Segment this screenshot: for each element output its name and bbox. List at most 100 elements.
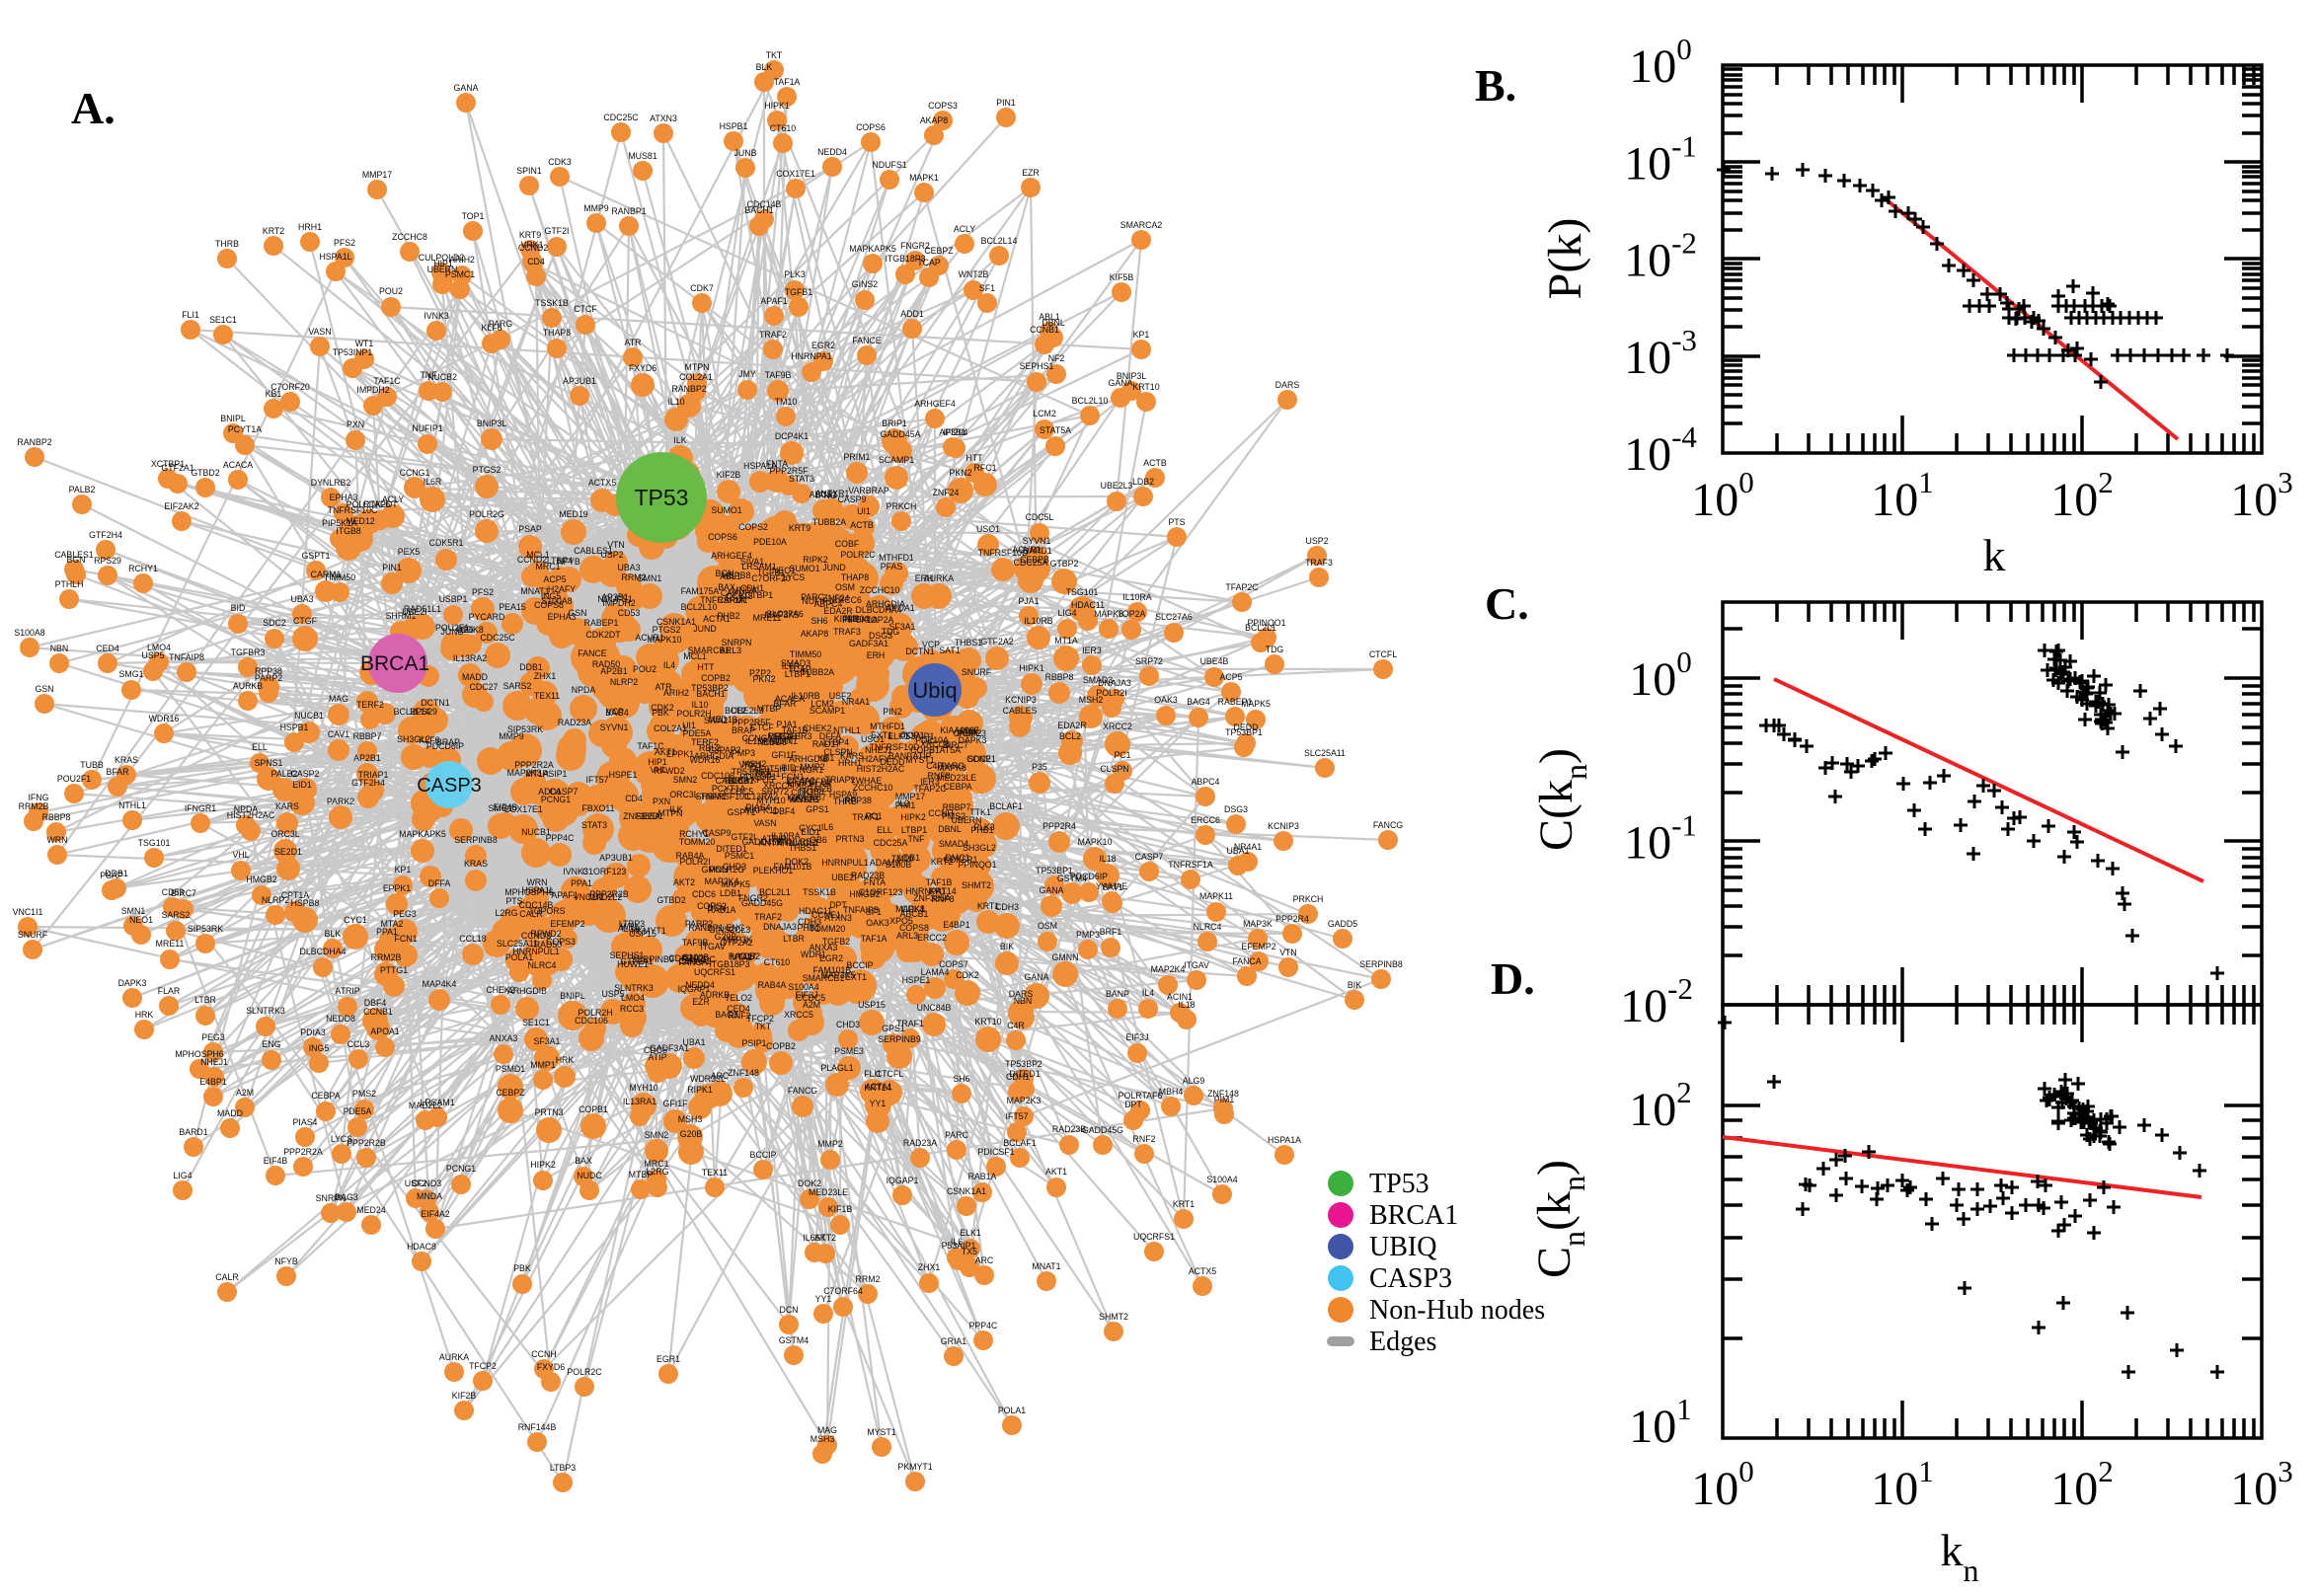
svg-text:MSH3: MSH3 (678, 1114, 703, 1124)
svg-text:CD4: CD4 (625, 794, 643, 803)
svg-text:SE1C1: SE1C1 (522, 1018, 550, 1027)
svg-text:TNFAIP8: TNFAIP8 (169, 652, 204, 662)
svg-text:LTBR: LTBR (194, 995, 216, 1005)
svg-text:C1ORF123: C1ORF123 (582, 867, 627, 876)
svg-text:APOA1: APOA1 (370, 1026, 399, 1036)
svg-text:SLNTRK3: SLNTRK3 (246, 1006, 285, 1016)
svg-text:AKT2: AKT2 (814, 1233, 836, 1243)
svg-text:BRCA1: BRCA1 (360, 652, 429, 675)
svg-text:TSG101: TSG101 (1066, 587, 1099, 597)
svg-text:DNAJA3: DNAJA3 (1098, 678, 1131, 688)
svg-text:VHL: VHL (232, 850, 249, 860)
svg-text:CARM1: CARM1 (311, 570, 342, 579)
svg-text:KLF6: KLF6 (481, 323, 502, 333)
svg-text:RBBP8: RBBP8 (42, 812, 71, 822)
svg-text:BRIP1: BRIP1 (882, 418, 907, 428)
svg-text:RFC1: RFC1 (974, 463, 997, 473)
svg-text:HIPK1: HIPK1 (1019, 663, 1044, 673)
svg-text:CED4: CED4 (96, 644, 119, 653)
svg-text:POLR2G: POLR2G (469, 509, 504, 519)
svg-text:MNDA: MNDA (417, 1191, 442, 1201)
svg-text:JUND: JUND (693, 624, 716, 634)
svg-text:BLK: BLK (756, 62, 773, 72)
svg-text:GADD5: GADD5 (1328, 919, 1357, 929)
svg-text:MNAT1: MNAT1 (520, 586, 549, 596)
svg-text:MMP2: MMP2 (800, 762, 825, 772)
svg-text:TERF2: TERF2 (356, 700, 384, 710)
svg-text:RBBP7: RBBP7 (353, 731, 382, 741)
svg-text:WRN: WRN (46, 835, 67, 845)
svg-text:YWHAE: YWHAE (1096, 881, 1127, 891)
svg-text:IL18: IL18 (1099, 854, 1116, 864)
svg-text:COX17E1: COX17E1 (503, 804, 543, 814)
svg-text:XRCC6: XRCC6 (920, 739, 950, 749)
svg-text:TRIAP1: TRIAP1 (358, 770, 389, 780)
svg-text:HIPK2: HIPK2 (900, 812, 926, 822)
svg-text:DNAJA3: DNAJA3 (763, 922, 797, 932)
svg-text:PPP2R2B: PPP2R2B (347, 1138, 386, 1148)
svg-text:POLRTAF6: POLRTAF6 (1119, 1091, 1163, 1101)
svg-text:MTA2: MTA2 (381, 919, 404, 929)
svg-text:THAP8: THAP8 (543, 328, 571, 338)
svg-text:NLRP2: NLRP2 (262, 895, 289, 905)
svg-text:PARP2: PARP2 (255, 673, 282, 683)
svg-text:RAD17: RAD17 (729, 951, 756, 961)
svg-text:SDC2: SDC2 (967, 754, 991, 764)
svg-text:PARK2: PARK2 (327, 797, 354, 806)
svg-text:PPP4C: PPP4C (969, 1321, 998, 1330)
svg-text:TSSK1B: TSSK1B (803, 887, 836, 897)
svg-text:GFI1F: GFI1F (663, 1099, 689, 1108)
svg-text:MED24: MED24 (356, 1205, 385, 1215)
svg-text:MYST1: MYST1 (867, 1427, 895, 1437)
svg-text:PEX5: PEX5 (398, 547, 421, 557)
svg-text:IL4: IL4 (663, 660, 675, 670)
svg-text:THAP8: THAP8 (841, 572, 869, 582)
svg-text:MAPK1: MAPK1 (895, 904, 925, 914)
svg-text:TOMM20: TOMM20 (810, 924, 846, 934)
svg-text:KIF2B: KIF2B (717, 470, 741, 480)
svg-text:XCTBP1: XCTBP1 (739, 590, 773, 600)
svg-text:SCAMP1: SCAMP1 (879, 455, 914, 465)
svg-text:IQGAP1: IQGAP1 (887, 1176, 919, 1185)
svg-text:KRT1: KRT1 (1173, 1199, 1195, 1209)
svg-text:DAPK3: DAPK3 (959, 735, 987, 745)
svg-text:MCL1: MCL1 (526, 550, 550, 560)
svg-text:SDC2: SDC2 (263, 618, 286, 628)
svg-text:NDUFS1: NDUFS1 (872, 160, 906, 170)
svg-text:NEO1: NEO1 (772, 566, 796, 575)
svg-text:SF3A1: SF3A1 (534, 1036, 561, 1046)
svg-text:DYNLRB2: DYNLRB2 (311, 478, 351, 488)
svg-text:DCN: DCN (707, 903, 726, 913)
svg-text:EIF4B: EIF4B (264, 1156, 288, 1166)
svg-text:VTN: VTN (1279, 948, 1297, 957)
svg-text:CSNK1A1: CSNK1A1 (947, 1186, 986, 1196)
svg-text:HNRNPUL1: HNRNPUL1 (821, 858, 869, 868)
svg-text:HRH1: HRH1 (298, 222, 322, 232)
svg-text:NEDD4: NEDD4 (685, 980, 715, 990)
svg-text:SNRPN: SNRPN (722, 638, 752, 647)
svg-text:ABL1: ABL1 (1039, 312, 1060, 322)
svg-text:CDC27: CDC27 (470, 682, 499, 692)
svg-text:CASP3: CASP3 (417, 775, 482, 797)
svg-text:EGR1: EGR1 (656, 1354, 680, 1364)
svg-text:SH3GL2: SH3GL2 (397, 734, 430, 744)
svg-text:TAF1B: TAF1B (926, 877, 953, 887)
svg-text:DFFA: DFFA (428, 878, 451, 888)
svg-text:POLR2I: POLR2I (679, 857, 710, 867)
svg-text:BANP: BANP (1106, 989, 1129, 999)
svg-text:TCAP: TCAP (788, 664, 811, 674)
svg-text:KCNIP3: KCNIP3 (1005, 695, 1037, 705)
svg-text:CEBPA: CEBPA (943, 782, 971, 792)
svg-text:MYH10: MYH10 (629, 1083, 657, 1093)
svg-text:HSPE1: HSPE1 (609, 770, 638, 780)
svg-text:UBA3: UBA3 (618, 563, 641, 572)
svg-text:HMGB2: HMGB2 (246, 874, 276, 884)
svg-text:TEX11: TEX11 (702, 1168, 728, 1178)
svg-text:HRK: HRK (556, 1055, 575, 1065)
svg-text:HSPA1L: HSPA1L (521, 885, 554, 895)
svg-text:DAPK3: DAPK3 (118, 978, 147, 988)
svg-text:TUBB: TUBB (80, 760, 104, 770)
svg-text:VNC1I1: VNC1I1 (13, 907, 43, 917)
svg-text:CDK7: CDK7 (791, 788, 814, 798)
svg-text:ERH: ERH (915, 573, 934, 583)
